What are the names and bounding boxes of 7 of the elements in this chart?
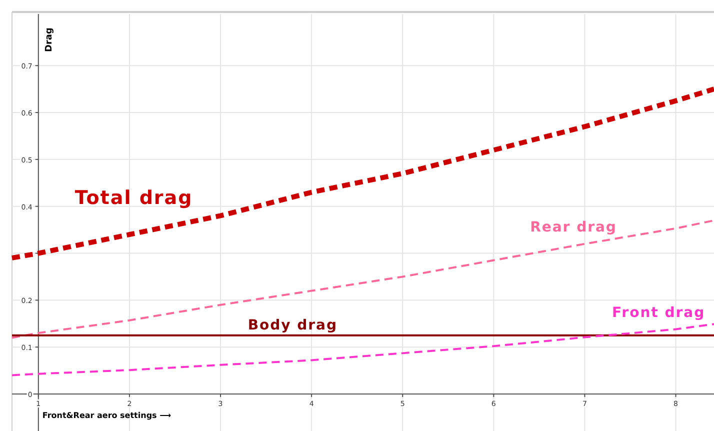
- x-axis-title: Front&Rear aero settings ⟶: [42, 411, 172, 420]
- line-series: [11, 219, 714, 339]
- series-label: Total drag: [74, 186, 193, 209]
- y-axis-title: Drag: [44, 28, 54, 52]
- series-label: Body drag: [248, 317, 338, 334]
- series-label: Front drag: [612, 304, 706, 321]
- series-label: Rear drag: [530, 220, 617, 236]
